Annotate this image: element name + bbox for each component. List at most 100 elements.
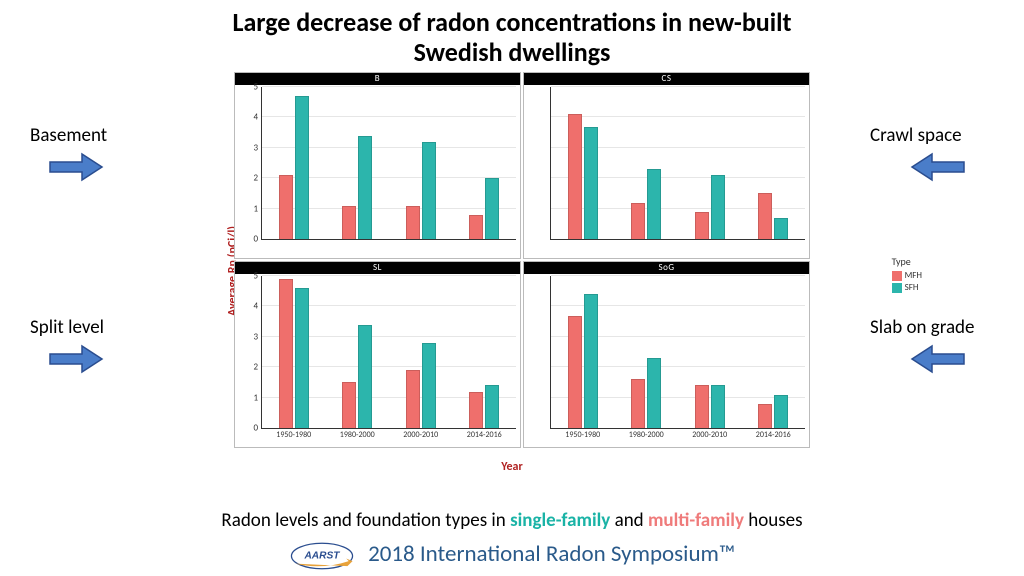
- legend-label: MFH: [905, 270, 922, 281]
- chart-stage: Average Rn (pCi/l) Year B012345CSSL01234…: [0, 72, 1024, 492]
- chart-panel: B012345: [234, 72, 521, 259]
- panel-title: B: [235, 73, 520, 85]
- x-tick: 1980-2000: [340, 430, 375, 440]
- bar-group: [342, 276, 372, 428]
- bar: [485, 178, 499, 239]
- panel-title: SL: [235, 262, 520, 274]
- x-axis-label: Year: [501, 460, 523, 474]
- chart-panel: SL 0123451950-19801980-20002000-20102014-…: [234, 261, 521, 448]
- bar: [295, 288, 309, 428]
- bar: [358, 136, 372, 239]
- bar: [279, 175, 293, 239]
- chart-panel: CS: [523, 72, 810, 259]
- bar-group: [279, 276, 309, 428]
- plot-area: 1950-19801980-20002000-20102014-2016: [550, 276, 805, 429]
- legend-swatch: [892, 283, 902, 293]
- bar: [584, 127, 598, 239]
- y-tick: 3: [240, 142, 258, 153]
- bar: [758, 404, 772, 428]
- bar: [711, 175, 725, 239]
- bar-group: [342, 87, 372, 239]
- x-tick: 2000-2010: [403, 430, 438, 440]
- bar: [422, 142, 436, 239]
- bar-group: [758, 87, 788, 239]
- bar: [647, 358, 661, 428]
- bar-group: [568, 276, 598, 428]
- caption-single-family: single-family: [510, 509, 610, 532]
- bar-group: [631, 87, 661, 239]
- bar: [695, 385, 709, 428]
- arrow-icon: [910, 344, 966, 374]
- x-tick: 2000-2010: [692, 430, 727, 440]
- bar: [469, 215, 483, 239]
- bar: [631, 379, 645, 428]
- arrow-icon: [48, 152, 104, 182]
- chart-grid-wrap: Average Rn (pCi/l) Year B012345CSSL01234…: [192, 72, 832, 470]
- y-tick: 0: [240, 423, 258, 434]
- bar: [295, 96, 309, 239]
- panel-side-label: Basement: [30, 124, 107, 147]
- bar: [774, 218, 788, 239]
- facet-grid: B012345CSSL0123451950-19801980-20002000-…: [234, 72, 810, 448]
- bar: [568, 114, 582, 239]
- bar-group: [406, 276, 436, 428]
- y-tick: 4: [240, 112, 258, 123]
- plot-area: [550, 87, 805, 240]
- bar-group: [631, 276, 661, 428]
- panel-title: CS: [524, 73, 809, 85]
- y-tick: 1: [240, 203, 258, 214]
- bar-group: [406, 87, 436, 239]
- bar-group: [469, 276, 499, 428]
- y-tick: 5: [240, 271, 258, 282]
- bar: [631, 203, 645, 239]
- caption: Radon levels and foundation types in sin…: [0, 509, 1024, 532]
- caption-multi-family: multi-family: [648, 509, 744, 532]
- bar-group: [279, 87, 309, 239]
- legend-item: SFH: [892, 282, 922, 293]
- y-tick: 4: [240, 301, 258, 312]
- bar: [279, 279, 293, 428]
- plot-area: 0123451950-19801980-20002000-20102014-20…: [261, 276, 516, 429]
- x-tick: 1980-2000: [629, 430, 664, 440]
- x-tick: 1950-1980: [565, 430, 600, 440]
- bar: [358, 325, 372, 428]
- bar: [695, 212, 709, 239]
- y-tick: 3: [240, 331, 258, 342]
- page-title: Large decrease of radon concentrations i…: [0, 0, 1024, 70]
- bar: [469, 392, 483, 428]
- bar: [774, 395, 788, 428]
- bar: [758, 193, 772, 239]
- bar: [568, 316, 582, 428]
- bar-group: [758, 276, 788, 428]
- legend-title: Type: [892, 255, 922, 268]
- x-tick: 2014-2016: [756, 430, 791, 440]
- y-tick: 2: [240, 362, 258, 373]
- panel-side-label: Crawl space: [870, 124, 962, 147]
- legend-item: MFH: [892, 270, 922, 281]
- bar: [406, 206, 420, 239]
- footer-text: 2018 International Radon Symposium™: [368, 540, 735, 568]
- footer: AARST 2018 International Radon Symposium…: [0, 540, 1024, 570]
- arrow-icon: [910, 152, 966, 182]
- legend-label: SFH: [905, 282, 919, 293]
- panel-side-label: Split level: [30, 316, 104, 339]
- y-tick: 0: [240, 234, 258, 245]
- panel-title: SoG: [524, 262, 809, 274]
- y-tick: 5: [240, 82, 258, 93]
- bar-group: [695, 87, 725, 239]
- aarst-logo: AARST: [289, 540, 355, 570]
- y-tick: 1: [240, 392, 258, 403]
- panel-side-label: Slab on grade: [870, 316, 974, 339]
- y-tick: 2: [240, 173, 258, 184]
- bar: [711, 385, 725, 428]
- bar-group: [469, 87, 499, 239]
- bar: [485, 385, 499, 428]
- svg-text:AARST: AARST: [303, 551, 340, 562]
- plot-area: 012345: [261, 87, 516, 240]
- arrow-icon: [48, 344, 104, 374]
- bar: [406, 370, 420, 428]
- legend: Type MFHSFH: [892, 255, 922, 294]
- bar: [342, 206, 356, 239]
- bar: [647, 169, 661, 239]
- legend-swatch: [892, 271, 902, 281]
